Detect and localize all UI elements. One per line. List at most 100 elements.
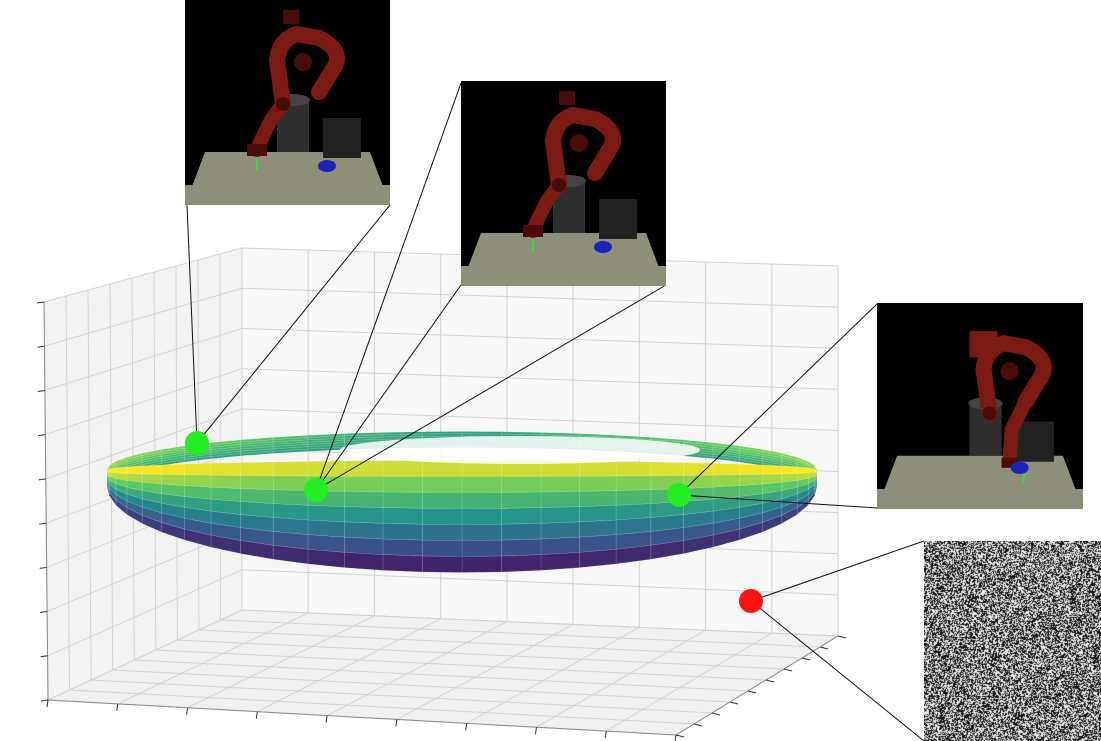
leader-line — [315, 82, 462, 491]
surface-facet — [106, 483, 110, 496]
surface-facet — [461, 476, 503, 493]
grid-line — [241, 408, 839, 431]
surface-facet — [501, 523, 542, 541]
surface-facet — [272, 503, 309, 521]
robot-forearm — [1002, 394, 1033, 467]
grid-line — [44, 287, 243, 347]
surface-facet — [382, 491, 423, 509]
surface-facet — [184, 462, 212, 476]
surface-facet — [712, 462, 740, 476]
z-axis-line — [43, 301, 49, 701]
surface-facet — [578, 460, 617, 477]
grid-line — [396, 624, 574, 720]
latent-points — [185, 431, 763, 613]
tick-mark — [36, 301, 45, 304]
surface-facet — [272, 475, 309, 492]
robot-upper-link — [269, 26, 345, 112]
leader-line — [678, 494, 878, 509]
surface-facet — [501, 476, 542, 493]
surface-facet — [382, 523, 423, 541]
robot-upper-link — [975, 335, 1052, 422]
grid-line — [112, 669, 731, 703]
robot-arm-render — [461, 81, 666, 286]
surface-facet — [501, 507, 542, 525]
blue-puck — [318, 160, 336, 172]
tick-mark — [46, 699, 49, 708]
surface-facet — [344, 506, 384, 524]
green-dot-icon — [304, 478, 328, 502]
surface-facet — [796, 466, 809, 474]
tick-mark — [39, 566, 47, 569]
surface-facet — [210, 462, 241, 476]
noise-image-inset — [924, 541, 1101, 741]
red-dot-icon — [739, 589, 763, 613]
surface-facet — [210, 474, 241, 489]
grid-line — [69, 689, 695, 725]
tick-mark — [819, 646, 829, 650]
tick-mark — [837, 635, 847, 639]
grid-line — [91, 679, 713, 714]
surface-facet — [421, 539, 463, 557]
grid-line — [43, 247, 243, 303]
surface-facet — [240, 488, 274, 504]
surface-facet — [501, 538, 542, 557]
robot-head — [283, 10, 299, 24]
manifold-surface — [106, 431, 818, 573]
surface-facet — [540, 536, 580, 555]
tick-mark — [711, 712, 721, 716]
y-axis-line — [675, 635, 839, 736]
tick-mark — [325, 715, 328, 723]
grid-line — [65, 295, 71, 691]
tick-mark — [395, 719, 398, 727]
tick-mark — [783, 668, 793, 672]
robot-wrist — [523, 225, 543, 237]
robot-arm-icon — [969, 331, 1052, 468]
tick-mark — [465, 723, 468, 731]
surface-facet — [108, 467, 117, 474]
surface-facet — [421, 476, 463, 493]
surface-facet — [461, 555, 503, 573]
green-dot-icon — [667, 483, 691, 507]
grid-line — [257, 618, 441, 713]
leader-line — [186, 204, 198, 444]
robot-arm-render — [877, 303, 1083, 509]
surface-facet — [344, 491, 384, 509]
grid-line — [241, 368, 839, 390]
robot-joint — [552, 178, 566, 192]
leader-line — [196, 204, 391, 444]
grid-line — [241, 609, 839, 637]
surface-facet — [781, 465, 798, 475]
table-front — [185, 185, 390, 205]
robot-wrist — [1001, 457, 1018, 468]
surface-facet — [240, 461, 274, 477]
robot-view-inset — [877, 303, 1083, 509]
surface-facet — [184, 474, 212, 488]
surface-facet — [501, 491, 542, 509]
tick-mark — [693, 723, 703, 727]
surface-facet — [578, 519, 617, 538]
surface-facet — [421, 507, 463, 525]
robot-joint — [982, 406, 997, 421]
grid-line — [87, 289, 92, 681]
surface-facet — [762, 464, 783, 475]
grid-line — [466, 626, 640, 724]
surface-facet — [461, 507, 503, 525]
tick-mark — [255, 711, 258, 719]
grid-line — [220, 619, 821, 648]
grid-line — [198, 629, 803, 659]
surface-facet — [382, 460, 423, 477]
robot-joint — [1000, 362, 1019, 381]
grid-line — [241, 569, 839, 596]
robot-joint — [276, 97, 290, 111]
back-block — [323, 118, 361, 158]
surface-facet — [461, 523, 503, 541]
tick-mark — [747, 690, 757, 694]
surface-facet — [712, 474, 740, 488]
surface-facet — [540, 521, 580, 540]
robot-arm-render — [185, 0, 390, 205]
surface-facet — [307, 519, 346, 538]
surface-facet — [615, 503, 652, 521]
tick-mark — [37, 389, 45, 392]
blue-puck — [1010, 461, 1029, 474]
